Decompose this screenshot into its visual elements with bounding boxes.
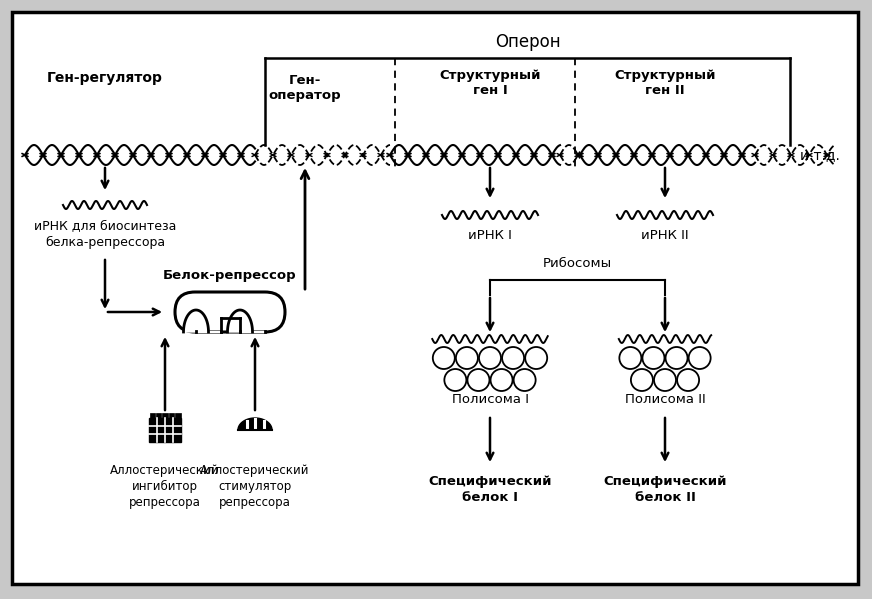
Circle shape	[654, 369, 676, 391]
Text: и т.д.: и т.д.	[800, 148, 840, 162]
Circle shape	[643, 347, 664, 369]
Bar	[175, 413, 181, 418]
Text: Ген-
оператор: Ген- оператор	[269, 74, 341, 102]
Text: Рибосомы: Рибосомы	[543, 257, 612, 270]
Circle shape	[677, 369, 699, 391]
Text: Полисома I: Полисома I	[452, 393, 528, 406]
Circle shape	[479, 347, 501, 369]
Text: Аллостерический
ингибитор
репрессора: Аллостерический ингибитор репрессора	[110, 464, 220, 509]
Bar	[149, 418, 181, 442]
Circle shape	[491, 369, 513, 391]
Circle shape	[445, 369, 467, 391]
Circle shape	[514, 369, 535, 391]
Text: иРНК I: иРНК I	[468, 229, 512, 242]
Polygon shape	[238, 418, 272, 430]
Text: Аллостерический
стимулятор
репрессора: Аллостерический стимулятор репрессора	[201, 464, 310, 509]
Circle shape	[433, 347, 455, 369]
FancyBboxPatch shape	[12, 12, 858, 584]
Text: Структурный
ген II: Структурный ген II	[614, 68, 716, 98]
Text: Специфический
белок II: Специфический белок II	[603, 475, 726, 504]
Circle shape	[631, 369, 653, 391]
Circle shape	[456, 347, 478, 369]
Text: Ген-регулятор: Ген-регулятор	[47, 71, 163, 85]
Polygon shape	[228, 310, 265, 332]
Bar	[168, 413, 174, 418]
Text: Полисома II: Полисома II	[624, 393, 705, 406]
Circle shape	[619, 347, 641, 369]
Polygon shape	[183, 310, 221, 332]
Text: иРНК II: иРНК II	[641, 229, 689, 242]
Bar	[156, 413, 161, 418]
Text: Структурный
ген I: Структурный ген I	[439, 68, 541, 98]
Text: Оперон: Оперон	[494, 33, 561, 51]
Circle shape	[525, 347, 548, 369]
Circle shape	[665, 347, 687, 369]
Circle shape	[502, 347, 524, 369]
Circle shape	[467, 369, 489, 391]
FancyBboxPatch shape	[175, 292, 285, 332]
Text: Специфический
белок I: Специфический белок I	[428, 475, 552, 504]
Text: иРНК для биосинтеза
белка-репрессора: иРНК для биосинтеза белка-репрессора	[34, 219, 176, 249]
Bar	[149, 413, 155, 418]
Text: Белок-репрессор: Белок-репрессор	[163, 269, 296, 282]
Bar	[162, 413, 167, 418]
Circle shape	[689, 347, 711, 369]
